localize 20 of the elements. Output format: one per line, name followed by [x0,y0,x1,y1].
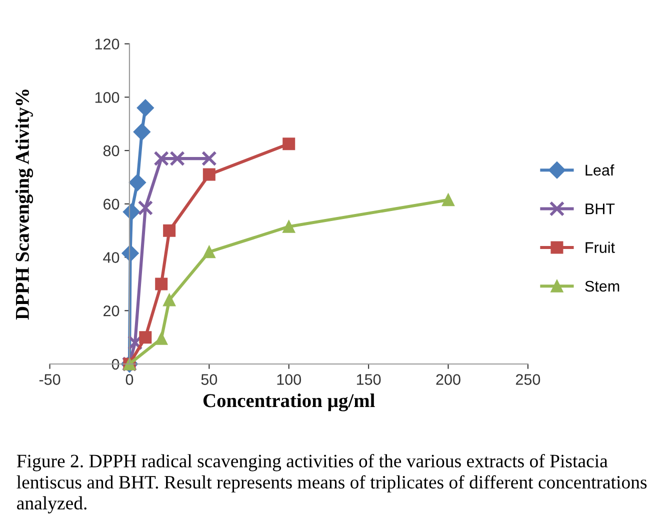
legend-label: Leaf [586,164,614,176]
y-tick-label: 100 [95,92,120,103]
x-tick-label: 200 [436,374,460,385]
x-tick-label: 150 [356,374,381,385]
x-tick-label: 100 [277,374,302,385]
y-tick-label: 40 [103,252,120,263]
y-axis-title: DPPH Scavenging Ativity% [15,90,34,320]
x-axis-title: Concentration µg/ml [203,394,375,412]
caption: Figure 2. DPPH radical scavenging activities of the various extracts of Pistacia lentiscus and BHT. Result represents means of triplicates of different concentrations analyzed. [16,454,647,514]
legend-label: Stem [585,280,620,292]
legend-label: Fruit [586,242,615,253]
x-tick-label: 0 [126,374,134,385]
y-tick-label: 120 [95,38,120,50]
legend-label: BHT [586,204,615,214]
x-tick-label: 50 [201,374,218,385]
x-tick-label: 250 [516,374,540,385]
x-tick-label: -50 [39,374,60,385]
y-tick-label: 80 [103,145,120,156]
y-tick-label: 20 [104,306,120,316]
y-tick-label: 60 [104,198,120,210]
